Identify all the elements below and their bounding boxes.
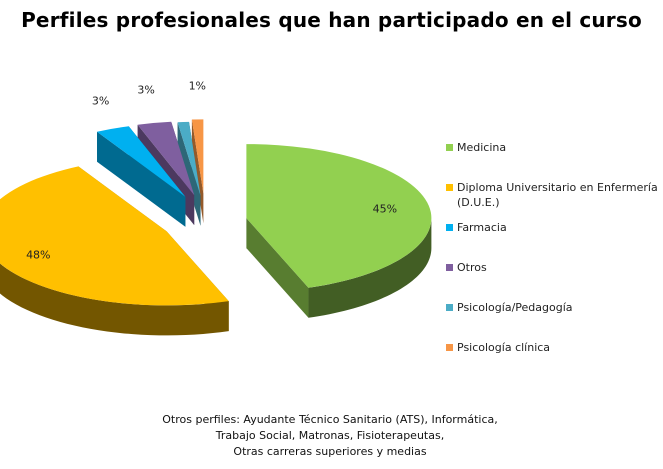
legend-swatch bbox=[446, 144, 453, 151]
footnote-line-3: Otras carreras superiores y medias bbox=[233, 445, 427, 458]
legend-label: Medicina bbox=[457, 141, 507, 154]
data-label-6: 1% bbox=[189, 80, 206, 93]
legend-label: Psicología/Pedagogía bbox=[457, 301, 573, 314]
slice-rim-1 bbox=[308, 218, 432, 318]
pie-slice-4 bbox=[137, 121, 195, 196]
chart-footnote: Otros perfiles: Ayudante Técnico Sanitar… bbox=[100, 412, 560, 460]
legend-label: Farmacia bbox=[457, 221, 507, 234]
legend-item-3: Farmacia bbox=[446, 220, 661, 235]
pie-slice-3 bbox=[97, 126, 186, 197]
data-label-3: 3% bbox=[92, 95, 109, 108]
legend-item-4: Otros bbox=[446, 260, 661, 275]
slice-wall-1-2 bbox=[246, 218, 309, 318]
legend-swatch bbox=[446, 184, 453, 191]
footnote-line-2: Trabajo Social, Matronas, Fisioterapeuta… bbox=[215, 429, 445, 442]
data-label-2: 48% bbox=[26, 248, 50, 261]
data-label-1: 45% bbox=[373, 203, 397, 216]
slice-wall-3-1 bbox=[97, 131, 186, 227]
footnote-line-1: Otros perfiles: Ayudante Técnico Sanitar… bbox=[162, 413, 498, 426]
legend-item-1: Medicina bbox=[446, 140, 661, 155]
legend-swatch bbox=[446, 224, 453, 231]
legend-label: Diploma Universitario en Enfermería (D.U… bbox=[457, 181, 658, 209]
legend-swatch bbox=[446, 264, 453, 271]
legend-item-2: Diploma Universitario en Enfermería (D.U… bbox=[446, 180, 661, 210]
data-label-4: 3% bbox=[137, 83, 154, 96]
slice-wall-5-1 bbox=[177, 122, 201, 226]
legend-swatch bbox=[446, 304, 453, 311]
pie-slice-6 bbox=[191, 119, 204, 194]
legend-label: Otros bbox=[457, 261, 487, 274]
pie-slice-5 bbox=[177, 121, 201, 196]
slice-rim-2 bbox=[0, 263, 229, 336]
legend-label: Psicología clínica bbox=[457, 341, 551, 354]
pie-tops bbox=[0, 119, 432, 306]
legend-item-5: Psicología/Pedagogía bbox=[446, 300, 661, 315]
pie-slice-2 bbox=[0, 166, 229, 306]
pie-labels: 45% 48% 3% 3% 1% bbox=[26, 80, 397, 262]
legend-item-6: Psicología clínica bbox=[446, 340, 661, 355]
legend-swatch bbox=[446, 344, 453, 351]
pie-slice-1 bbox=[246, 144, 432, 288]
chart-title: Perfiles profesionales que han participa… bbox=[21, 8, 642, 32]
